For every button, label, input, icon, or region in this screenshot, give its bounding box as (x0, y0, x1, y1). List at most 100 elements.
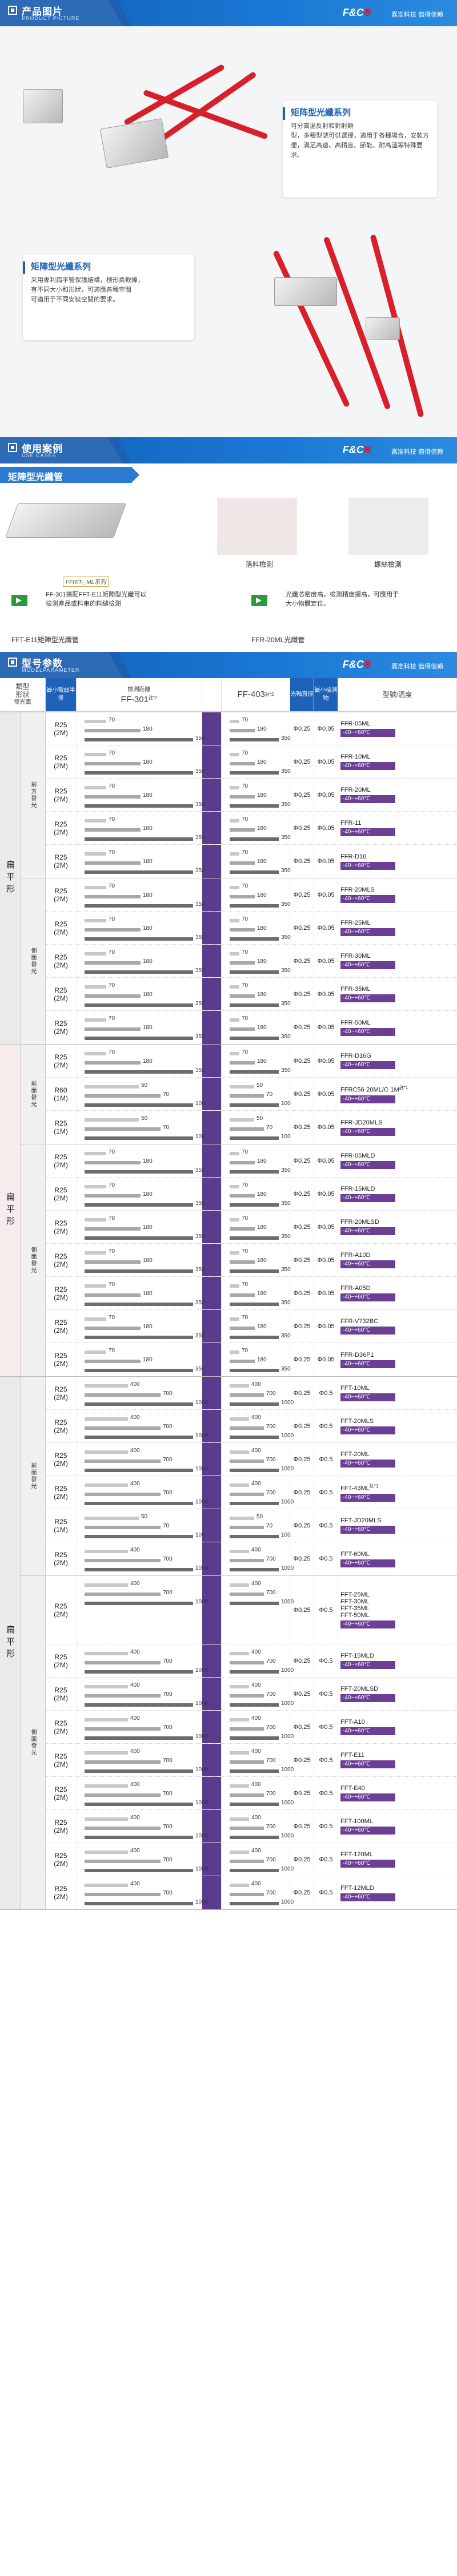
distance-bar (230, 1652, 249, 1655)
bend-radius: R25 (2M) (46, 945, 77, 977)
bend-radius: R25 (2M) (46, 1876, 77, 1909)
banner-title: 使用案例 (22, 444, 63, 454)
table-row: R25 (2M) 70 180 350 70 180 350 Φ0.25 Φ0.05 FFR-A0… (46, 1277, 457, 1310)
distance-value: 180 (257, 958, 267, 965)
bend-radius: R25 (2M) (46, 1244, 77, 1276)
divider-swatch (202, 1178, 222, 1210)
distance-bar (230, 819, 239, 823)
distance-value: 1000 (195, 1899, 209, 1905)
distance-value: 700 (163, 1390, 173, 1397)
distance-value: 180 (257, 1025, 267, 1031)
distance-value: 1000 (195, 1767, 209, 1773)
distance-value: 350 (195, 1167, 205, 1174)
optical-axis-diameter: Φ0.25 (290, 1211, 314, 1243)
model-name: FFR-15MLD (340, 1186, 375, 1192)
distance-bars: 70 180 350 (77, 1144, 205, 1177)
model-cell: FFT-10ML -40~+60℃ (338, 1377, 457, 1409)
distance-value: 70 (109, 750, 115, 756)
rows: R25 (2M) 70 180 350 70 180 350 Φ0.25 Φ0.05 FFR-20… (46, 878, 457, 1044)
distance-value: 70 (109, 1281, 115, 1288)
model-name: FFR-V732BC (340, 1318, 379, 1325)
distance-value: 400 (251, 1547, 261, 1553)
distance-bars: 400 700 1000 (222, 1377, 294, 1409)
distance-bar (85, 1784, 128, 1788)
temperature-range: -40~+60℃ (340, 1760, 395, 1768)
emission-face-label: 側面發光 (21, 1144, 46, 1376)
distance-bars: 70 180 350 (222, 1211, 291, 1243)
distance-bar (230, 1460, 264, 1463)
optical-axis-diameter: Φ0.25 (290, 1876, 314, 1909)
distance-value: 180 (257, 1324, 267, 1330)
distance-bar (85, 819, 106, 823)
distance-value: 70 (109, 717, 115, 723)
sensor-small-image (366, 317, 400, 340)
model-name: FFT-12MLD (340, 1884, 374, 1892)
distance-bars: 400 700 1000 (77, 1678, 208, 1710)
distance-bars: 400 700 1000 (222, 1410, 294, 1442)
table-row: R25 (1M) 50 70 100 50 70 100 Φ0.25 Φ0.05 FFR-JD20… (46, 1111, 457, 1144)
distance-bar (85, 1670, 193, 1674)
min-object-diameter: Φ0.05 (314, 1045, 338, 1077)
min-object-diameter: Φ0.05 (314, 779, 338, 811)
distance-value: 700 (163, 1757, 173, 1764)
distance-value: 70 (163, 1523, 170, 1529)
shape-label: 扁平形 (0, 1045, 21, 1376)
optical-axis-diameter: Φ0.25 (290, 1777, 314, 1809)
distance-bars: 400 700 1000 (222, 1476, 294, 1509)
model-cell: FFR-10ML -40~+60℃ (338, 745, 457, 778)
divider-swatch (202, 878, 222, 911)
distance-bar (230, 1402, 279, 1406)
distance-value: 400 (130, 1748, 140, 1755)
min-object-diameter: Φ0.5 (314, 1744, 338, 1776)
distance-value: 180 (257, 1158, 267, 1164)
distance-bar (230, 1836, 279, 1839)
model-cell: FFT-12MLD -40~+60℃ (338, 1876, 457, 1909)
table-row: R25 (2M) 400 700 1000 400 700 1000 Φ0.25 Φ0.5 FFT… (46, 1377, 457, 1410)
temperature-range: -40~+60℃ (340, 1293, 395, 1301)
min-object-diameter: Φ0.05 (314, 1011, 338, 1044)
distance-value: 700 (266, 1556, 276, 1562)
distance-bars: 70 180 350 (222, 978, 291, 1010)
bend-radius: R25 (2M) (46, 1644, 77, 1677)
model-cell: FFT-E11 -40~+60℃ (338, 1744, 457, 1776)
distance-value: 180 (257, 991, 267, 998)
distance-bar (230, 720, 239, 723)
distance-bar (85, 729, 141, 732)
distance-bar (230, 771, 279, 775)
temperature-range: -40~+60℃ (340, 1493, 395, 1502)
table-row: R25 (2M) 70 180 350 70 180 350 Φ0.25 Φ0.05 FFR-D3… (46, 1343, 457, 1376)
distance-bar (230, 1260, 255, 1264)
bend-radius: R25 (2M) (46, 1443, 77, 1476)
distance-bar (85, 1170, 193, 1174)
distance-bars: 70 180 350 (77, 1178, 205, 1210)
distance-bars: 50 70 100 (77, 1111, 205, 1144)
distance-value: 180 (143, 792, 153, 799)
model-name: FFT-E40 (340, 1785, 365, 1792)
distance-bars: 50 70 100 (77, 1509, 205, 1542)
model-name: FFT-A10 (340, 1719, 365, 1726)
optical-axis-diameter: Φ0.25 (290, 1045, 314, 1077)
series-tag: FFR/T-_ML系列 (63, 576, 109, 587)
distance-value: 1000 (195, 1866, 209, 1872)
model-name: FFR-05MLD (340, 1152, 375, 1159)
distance-value: 180 (143, 1257, 153, 1264)
distance-value: 350 (281, 1067, 291, 1074)
distance-bar (230, 804, 279, 808)
table-row: R25 (2M) 400 700 1000 400 700 1000 Φ0.25 Φ0.5 FFT… (46, 1744, 457, 1777)
temperature-range: -40~+60℃ (340, 1559, 395, 1567)
distance-bar (230, 1902, 279, 1905)
distance-value: 350 (195, 967, 205, 974)
distance-bar (85, 985, 106, 989)
distance-bar (230, 1426, 264, 1430)
distance-value: 100 (281, 1100, 291, 1107)
distance-value: 70 (242, 1015, 248, 1022)
temperature-range: -40~+60℃ (340, 1161, 395, 1169)
distance-bar (230, 886, 239, 889)
distance-bar (85, 1284, 106, 1288)
spec-table-header: 類型 形狀 發光面 最小彎曲半徑 檢測距離 FF-301註*2 FF-403 註*2 光… (0, 678, 457, 712)
banner-subtitle: USE CASES (22, 453, 57, 458)
distance-value: 180 (143, 1058, 153, 1065)
distance-bar (230, 1803, 279, 1806)
bend-radius: R25 (1M) (46, 1111, 77, 1144)
temperature-range: -40~+60℃ (340, 861, 395, 870)
